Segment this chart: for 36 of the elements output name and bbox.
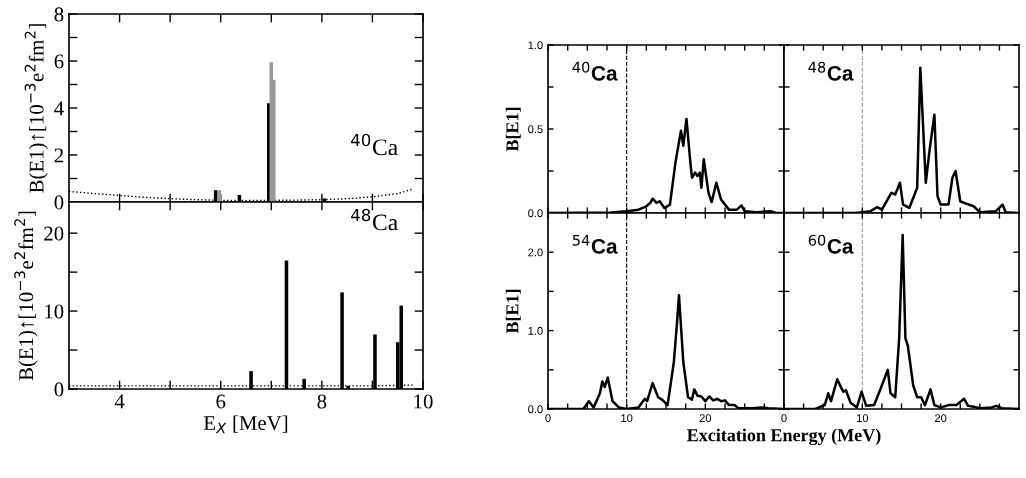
annotation: $^{60}$Ca	[808, 234, 854, 254]
y-axis-title: B[E1]	[505, 107, 521, 152]
annotation: $^{40}$Ca	[351, 133, 398, 156]
y-axis-title: B(E1)↑[10$^{−3}$e$^{2}$fm$^{2}$]	[14, 211, 38, 381]
x-tick-label: 6	[216, 394, 226, 409]
y-tick-label: 1.0	[528, 41, 543, 50]
x-tick-label: 10	[621, 414, 633, 423]
y-tick-label: 10	[45, 304, 64, 319]
y-axis-title: B[E1]	[505, 289, 521, 334]
y-tick-label: 0.0	[528, 405, 543, 414]
y-tick-label: 20	[44, 226, 64, 241]
annotation: $^{40}$Ca	[572, 61, 618, 81]
x-tick-label: 20	[935, 414, 947, 423]
y-tick-label: 2.0	[528, 248, 543, 257]
y-tick-label: 0.0	[528, 209, 543, 218]
y-tick-label: 4	[54, 101, 64, 116]
annotation: $^{48}$Ca	[351, 208, 398, 231]
y-tick-label: 1.0	[528, 326, 543, 335]
y-tick-label: 8	[54, 7, 64, 22]
x-axis-title: E$_{X}$ [MeV]	[203, 415, 288, 434]
annotation: $^{48}$Ca	[808, 61, 854, 81]
y-tick-label: 2	[54, 148, 63, 163]
x-axis-title: Excitation Energy (MeV)	[687, 428, 881, 446]
x-tick-label: 20	[699, 414, 712, 423]
y-axis-title: B(E1)↑[10$^{−3}$e$^{2}$fm$^{2}$]	[24, 24, 48, 193]
x-tick-label: 10	[857, 414, 869, 423]
x-tick-label: 8	[317, 394, 327, 409]
annotation: $^{54}$Ca	[572, 234, 618, 254]
x-tick-label: 0	[545, 414, 551, 423]
y-tick-label: 0.5	[528, 125, 543, 134]
y-tick-label: 0	[54, 382, 64, 397]
x-tick-label: 10	[414, 394, 433, 409]
y-tick-label: 6	[54, 54, 64, 69]
x-tick-label: 0	[781, 414, 787, 423]
x-tick-label: 4	[114, 394, 125, 409]
y-tick-label: 0	[54, 195, 64, 210]
